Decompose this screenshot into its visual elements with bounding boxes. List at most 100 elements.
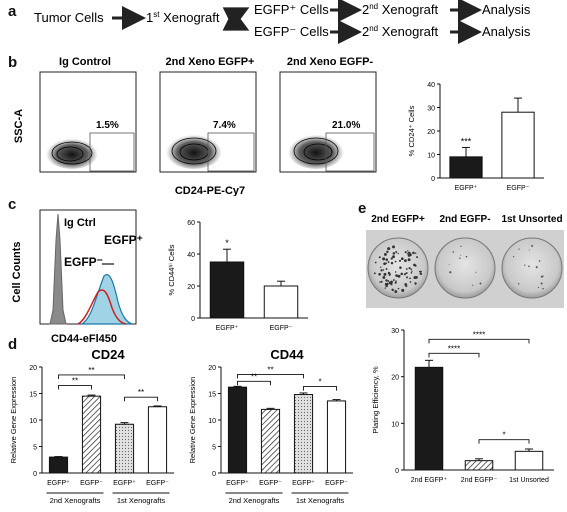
- colony: [405, 272, 408, 275]
- colony: [414, 282, 417, 285]
- flow-gate-percent: 1.5%: [96, 120, 119, 131]
- colony: [402, 290, 404, 292]
- colony: [395, 280, 397, 282]
- colony: [542, 275, 544, 277]
- significance-label: ****: [473, 330, 485, 339]
- dish-label: 1st Unsorted: [501, 214, 562, 225]
- significance-label: **: [72, 377, 78, 386]
- x-tick-label: 1st Unsorted: [509, 477, 549, 484]
- colony: [390, 280, 393, 284]
- colony: [394, 281, 397, 284]
- bar: [260, 408, 281, 474]
- colony: [465, 255, 468, 258]
- flow-plot-ig-control: Ig Control 1.5%: [39, 56, 137, 173]
- colony: [383, 272, 387, 276]
- significance-bracket: [58, 374, 125, 379]
- group-label: 1st Xenografts: [296, 496, 345, 505]
- xeno2-label-bottom: 2nd Xenograft: [362, 24, 439, 39]
- y-tick-label: 5: [212, 445, 216, 452]
- colony: [413, 276, 417, 280]
- colony: [399, 266, 402, 269]
- e-bar-chart: 0 10 20 30 Plating Efficiency, % 2nd EGFP⁺ 2nd…: [371, 328, 554, 484]
- colony: [382, 257, 386, 261]
- x-tick-label: EGFP⁺: [113, 480, 136, 487]
- colony: [380, 269, 383, 272]
- colony: [405, 268, 408, 270]
- colony: [517, 283, 520, 285]
- significance-label: *: [318, 378, 321, 387]
- colony: [524, 264, 526, 266]
- b-ylabel: SSC-A: [13, 109, 25, 143]
- x-tick-label: EGFP⁺: [47, 480, 70, 487]
- colony: [414, 264, 417, 267]
- colony: [383, 262, 386, 266]
- histogram-egfp-pos: [79, 274, 133, 325]
- colony: [448, 263, 450, 265]
- significance-bracket: [124, 396, 158, 402]
- chart-title: CD44: [270, 347, 304, 362]
- significance-bracket: [237, 380, 271, 386]
- colony: [411, 270, 413, 272]
- colony: [386, 282, 389, 286]
- significance-bracket: [428, 352, 480, 358]
- histogram-egfp-neg: [77, 289, 127, 325]
- colony: [531, 244, 534, 247]
- colony: [535, 266, 538, 269]
- dish-label: 2nd EGFP+: [371, 214, 425, 225]
- bar: [81, 395, 102, 474]
- colony: [409, 277, 411, 280]
- colony: [512, 255, 515, 258]
- colony: [395, 250, 398, 253]
- colony: [392, 255, 395, 259]
- colony: [528, 249, 530, 251]
- egfp-pos-label: EGFP⁺: [104, 233, 143, 247]
- colony: [407, 258, 411, 262]
- xeno1-label: 1st Xenograft: [146, 10, 220, 25]
- significance-label: *: [225, 238, 229, 248]
- colony: [410, 268, 413, 270]
- colony: [537, 286, 540, 289]
- histogram-ig-ctrl: [49, 213, 67, 325]
- colony: [380, 266, 382, 269]
- y-axis-label: % CD24⁺ Cells: [407, 105, 416, 156]
- x-tick-label: EGFP⁻: [146, 480, 169, 487]
- d-cd44-chart: CD44 0 5 10 15 20 Relative Gene Expression EGFP…: [188, 347, 353, 505]
- y-axis-label: Relative Gene Expression: [188, 377, 197, 464]
- colony: [407, 250, 409, 252]
- bar: [449, 156, 483, 179]
- significance-bracket: [478, 439, 530, 444]
- arrow-split-down: [222, 9, 250, 31]
- colony: [386, 250, 389, 254]
- colony: [406, 252, 409, 255]
- colony: [395, 274, 398, 277]
- colony: [394, 290, 398, 294]
- colony: [385, 279, 388, 282]
- significance-label: **: [251, 372, 257, 381]
- x-tick-label: EGFP⁺: [226, 480, 249, 487]
- y-tick-label: 30: [391, 328, 399, 335]
- colony: [385, 268, 388, 270]
- colony: [378, 256, 381, 259]
- dish-label: 2nd EGFP-: [439, 214, 490, 225]
- panel-letter-c: c: [8, 196, 17, 213]
- colony: [392, 252, 396, 255]
- y-axis-label: Relative Gene Expression: [9, 377, 18, 464]
- colony: [373, 272, 376, 275]
- colony: [540, 275, 543, 278]
- flow-plot-egfp-pos: 2nd Xeno EGFP+ 7.4%: [159, 56, 257, 173]
- colony: [475, 271, 477, 273]
- colony: [452, 251, 455, 253]
- bar: [114, 423, 135, 474]
- y-tick-label: 15: [208, 392, 216, 399]
- colony: [385, 284, 388, 288]
- colony: [382, 276, 386, 279]
- colony: [479, 282, 482, 285]
- flow-gate: [89, 132, 135, 172]
- significance-label: ***: [461, 136, 472, 146]
- colony: [393, 279, 395, 281]
- significance-bracket: [237, 373, 304, 379]
- colony: [394, 260, 397, 263]
- group-label: 2nd Xenografts: [50, 496, 101, 505]
- y-tick-label: 0: [212, 471, 216, 478]
- panel-letter-e: e: [358, 200, 367, 217]
